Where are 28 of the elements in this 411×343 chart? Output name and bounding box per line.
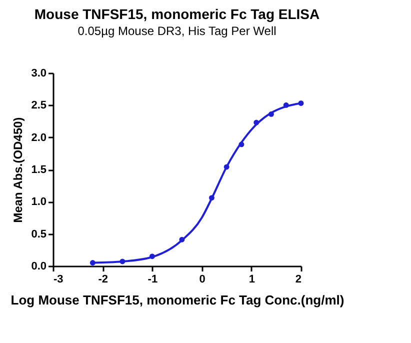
x-tick-label: 2	[295, 274, 302, 286]
y-tick-label: 2.5	[31, 100, 46, 112]
x-tick-label: -3	[54, 274, 64, 286]
point	[208, 195, 214, 201]
x-tick-label: -2	[98, 274, 108, 286]
y-axis-title: Mean Abs.(OD450)	[11, 117, 26, 223]
point	[120, 258, 126, 264]
x-tick-label: 1	[248, 274, 255, 286]
y-tick-label: 3.0	[31, 68, 46, 80]
point	[283, 102, 289, 108]
point	[179, 236, 185, 242]
chart-subtitle: 0.05µg Mouse DR3, His Tag Per Well	[78, 24, 276, 38]
x-axis-title: Log Mouse TNFSF15, monomeric Fc Tag Conc.(ng/ml)	[10, 292, 344, 308]
y-tick-label: 0.0	[31, 260, 46, 272]
point	[254, 120, 260, 126]
point	[238, 142, 244, 148]
point	[268, 111, 274, 117]
chart-title: Mouse TNFSF15, monomeric Fc Tag ELISA	[34, 6, 320, 22]
y-tick-label: 2.0	[31, 132, 46, 144]
y-tick-label: 1.5	[31, 164, 46, 176]
x-tick-label: 0	[199, 274, 206, 286]
point	[224, 164, 230, 170]
point	[298, 100, 304, 106]
y-tick-label: 1.0	[31, 196, 46, 208]
point	[149, 254, 155, 260]
y-tick-label: 0.5	[31, 228, 46, 240]
x-tick-label: -1	[148, 274, 158, 286]
point	[90, 260, 96, 266]
